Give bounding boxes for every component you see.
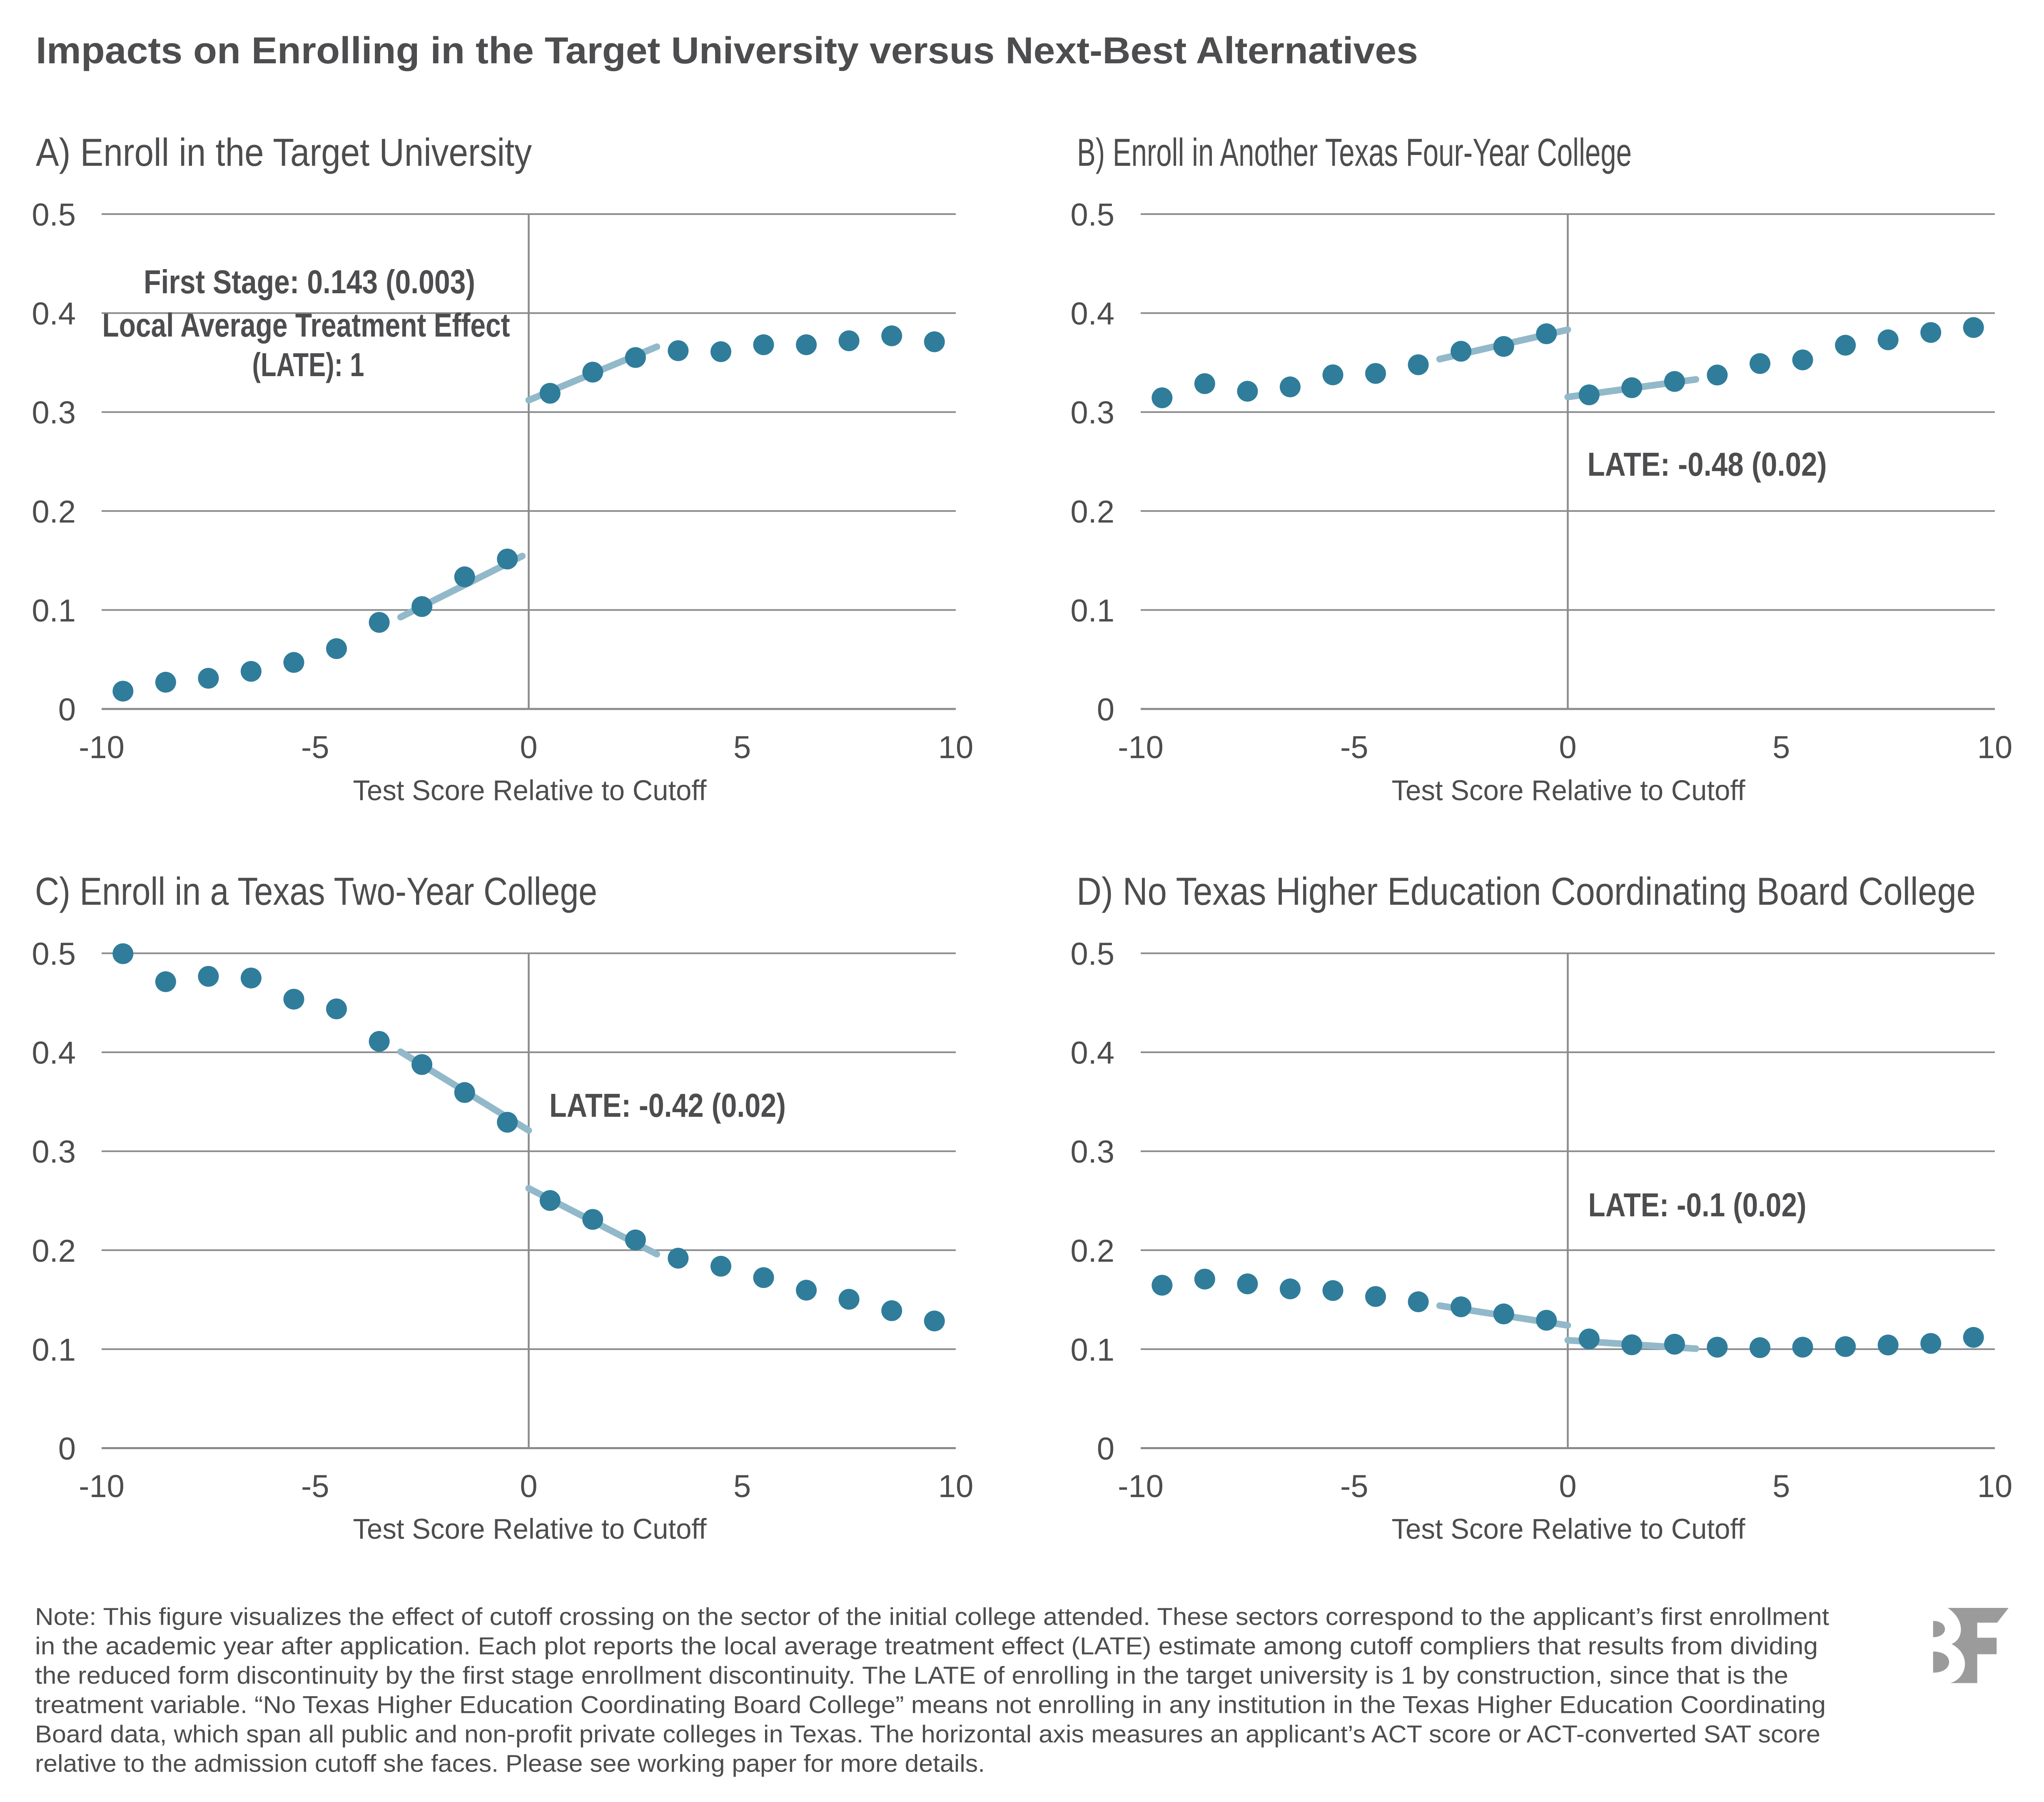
svg-text:0.3: 0.3	[1070, 1134, 1114, 1170]
svg-text:0.1: 0.1	[1070, 593, 1114, 629]
svg-text:C) Enroll in a Texas Two-Year: C) Enroll in a Texas Two-Year College	[35, 869, 597, 913]
svg-text:0: 0	[1097, 1431, 1114, 1467]
svg-text:0.4: 0.4	[32, 296, 76, 332]
svg-text:0: 0	[58, 692, 76, 728]
svg-text:-5: -5	[301, 730, 329, 765]
svg-text:LATE: -0.1 (0.02): LATE: -0.1 (0.02)	[1588, 1186, 1807, 1223]
svg-text:LATE: -0.48 (0.02): LATE: -0.48 (0.02)	[1588, 446, 1827, 483]
svg-text:0.2: 0.2	[1070, 1233, 1114, 1269]
svg-text:the reduced form discontinuity: the reduced form discontinuity by the fi…	[35, 1662, 1788, 1689]
svg-text:0.2: 0.2	[32, 494, 76, 529]
svg-text:0: 0	[520, 730, 537, 765]
svg-text:-10: -10	[1118, 1469, 1164, 1504]
svg-text:10: 10	[938, 730, 974, 765]
svg-text:First Stage: 0.143 (0.003): First Stage: 0.143 (0.003)	[144, 263, 475, 300]
svg-text:5: 5	[1772, 730, 1790, 765]
svg-text:Test Score Relative to Cutoff: Test Score Relative to Cutoff	[1392, 1513, 1746, 1545]
svg-text:0.1: 0.1	[1070, 1332, 1114, 1368]
svg-text:Local Average Treatment Effect: Local Average Treatment Effect	[102, 307, 510, 344]
svg-text:Board data, which span all pub: Board data, which span all public and no…	[35, 1721, 1820, 1748]
svg-text:5: 5	[733, 730, 751, 765]
svg-text:5: 5	[733, 1469, 751, 1504]
svg-text:-10: -10	[1118, 730, 1164, 765]
svg-text:-5: -5	[1340, 1469, 1368, 1504]
svg-text:D) No Texas Higher Education C: D) No Texas Higher Education Coordinatin…	[1077, 869, 1976, 913]
svg-text:0: 0	[1097, 692, 1114, 728]
svg-text:A) Enroll in the Target Univer: A) Enroll in the Target University	[36, 130, 532, 174]
svg-text:0.3: 0.3	[1070, 395, 1114, 431]
svg-text:10: 10	[1977, 1469, 2013, 1504]
svg-text:0.4: 0.4	[1070, 1036, 1114, 1071]
svg-text:-10: -10	[79, 1469, 125, 1504]
svg-text:0.5: 0.5	[32, 197, 76, 233]
svg-text:Note: This figure visualizes t: Note: This figure visualizes the effect …	[35, 1603, 1829, 1630]
svg-text:0.4: 0.4	[32, 1036, 76, 1071]
svg-text:Test Score Relative to Cutoff: Test Score Relative to Cutoff	[353, 1513, 707, 1545]
svg-text:0.4: 0.4	[1070, 296, 1114, 332]
svg-text:-5: -5	[301, 1469, 329, 1504]
svg-text:Test Score Relative to Cutoff: Test Score Relative to Cutoff	[1392, 774, 1746, 806]
svg-text:10: 10	[1977, 730, 2013, 765]
svg-text:0.2: 0.2	[1070, 494, 1114, 529]
svg-text:(LATE): 1: (LATE): 1	[252, 346, 364, 383]
svg-text:relative to the admission cuto: relative to the admission cutoff she fac…	[35, 1750, 985, 1777]
svg-text:5: 5	[1772, 1469, 1790, 1504]
svg-text:in the academic year after app: in the academic year after application. …	[35, 1633, 1818, 1660]
svg-text:0.3: 0.3	[32, 1134, 76, 1170]
svg-text:Impacts on Enrolling in the Ta: Impacts on Enrolling in the Target Unive…	[36, 30, 1418, 72]
svg-text:-10: -10	[79, 730, 125, 765]
svg-text:0: 0	[1559, 1469, 1576, 1504]
svg-text:0: 0	[58, 1431, 76, 1467]
svg-text:0.5: 0.5	[1070, 936, 1114, 972]
svg-text:0: 0	[520, 1469, 537, 1504]
svg-text:B) Enroll in Another Texas Fou: B) Enroll in Another Texas Four-Year Col…	[1077, 130, 1632, 174]
svg-text:0.5: 0.5	[1070, 197, 1114, 233]
svg-text:-5: -5	[1340, 730, 1368, 765]
svg-text:0: 0	[1559, 730, 1576, 765]
svg-text:LATE: -0.42 (0.02): LATE: -0.42 (0.02)	[549, 1087, 786, 1124]
svg-text:Test Score Relative to Cutoff: Test Score Relative to Cutoff	[353, 774, 707, 806]
svg-text:0.2: 0.2	[32, 1233, 76, 1269]
svg-text:0.3: 0.3	[32, 395, 76, 431]
svg-text:10: 10	[938, 1469, 974, 1504]
svg-text:0.5: 0.5	[32, 936, 76, 972]
svg-text:0.1: 0.1	[32, 593, 76, 629]
svg-text:0.1: 0.1	[32, 1332, 76, 1368]
svg-text:treatment variable. “No Texas: treatment variable. “No Texas Higher Edu…	[35, 1692, 1826, 1719]
